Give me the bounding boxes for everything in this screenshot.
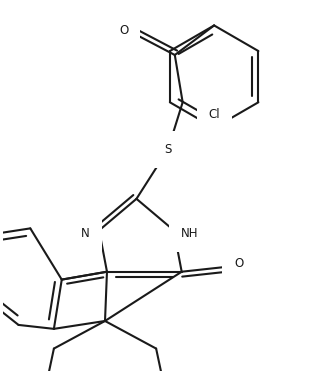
Text: S: S xyxy=(164,143,172,156)
Text: O: O xyxy=(119,24,128,37)
Text: Cl: Cl xyxy=(208,108,220,120)
Text: NH: NH xyxy=(181,227,198,240)
Text: O: O xyxy=(234,257,243,270)
Text: N: N xyxy=(81,227,90,240)
